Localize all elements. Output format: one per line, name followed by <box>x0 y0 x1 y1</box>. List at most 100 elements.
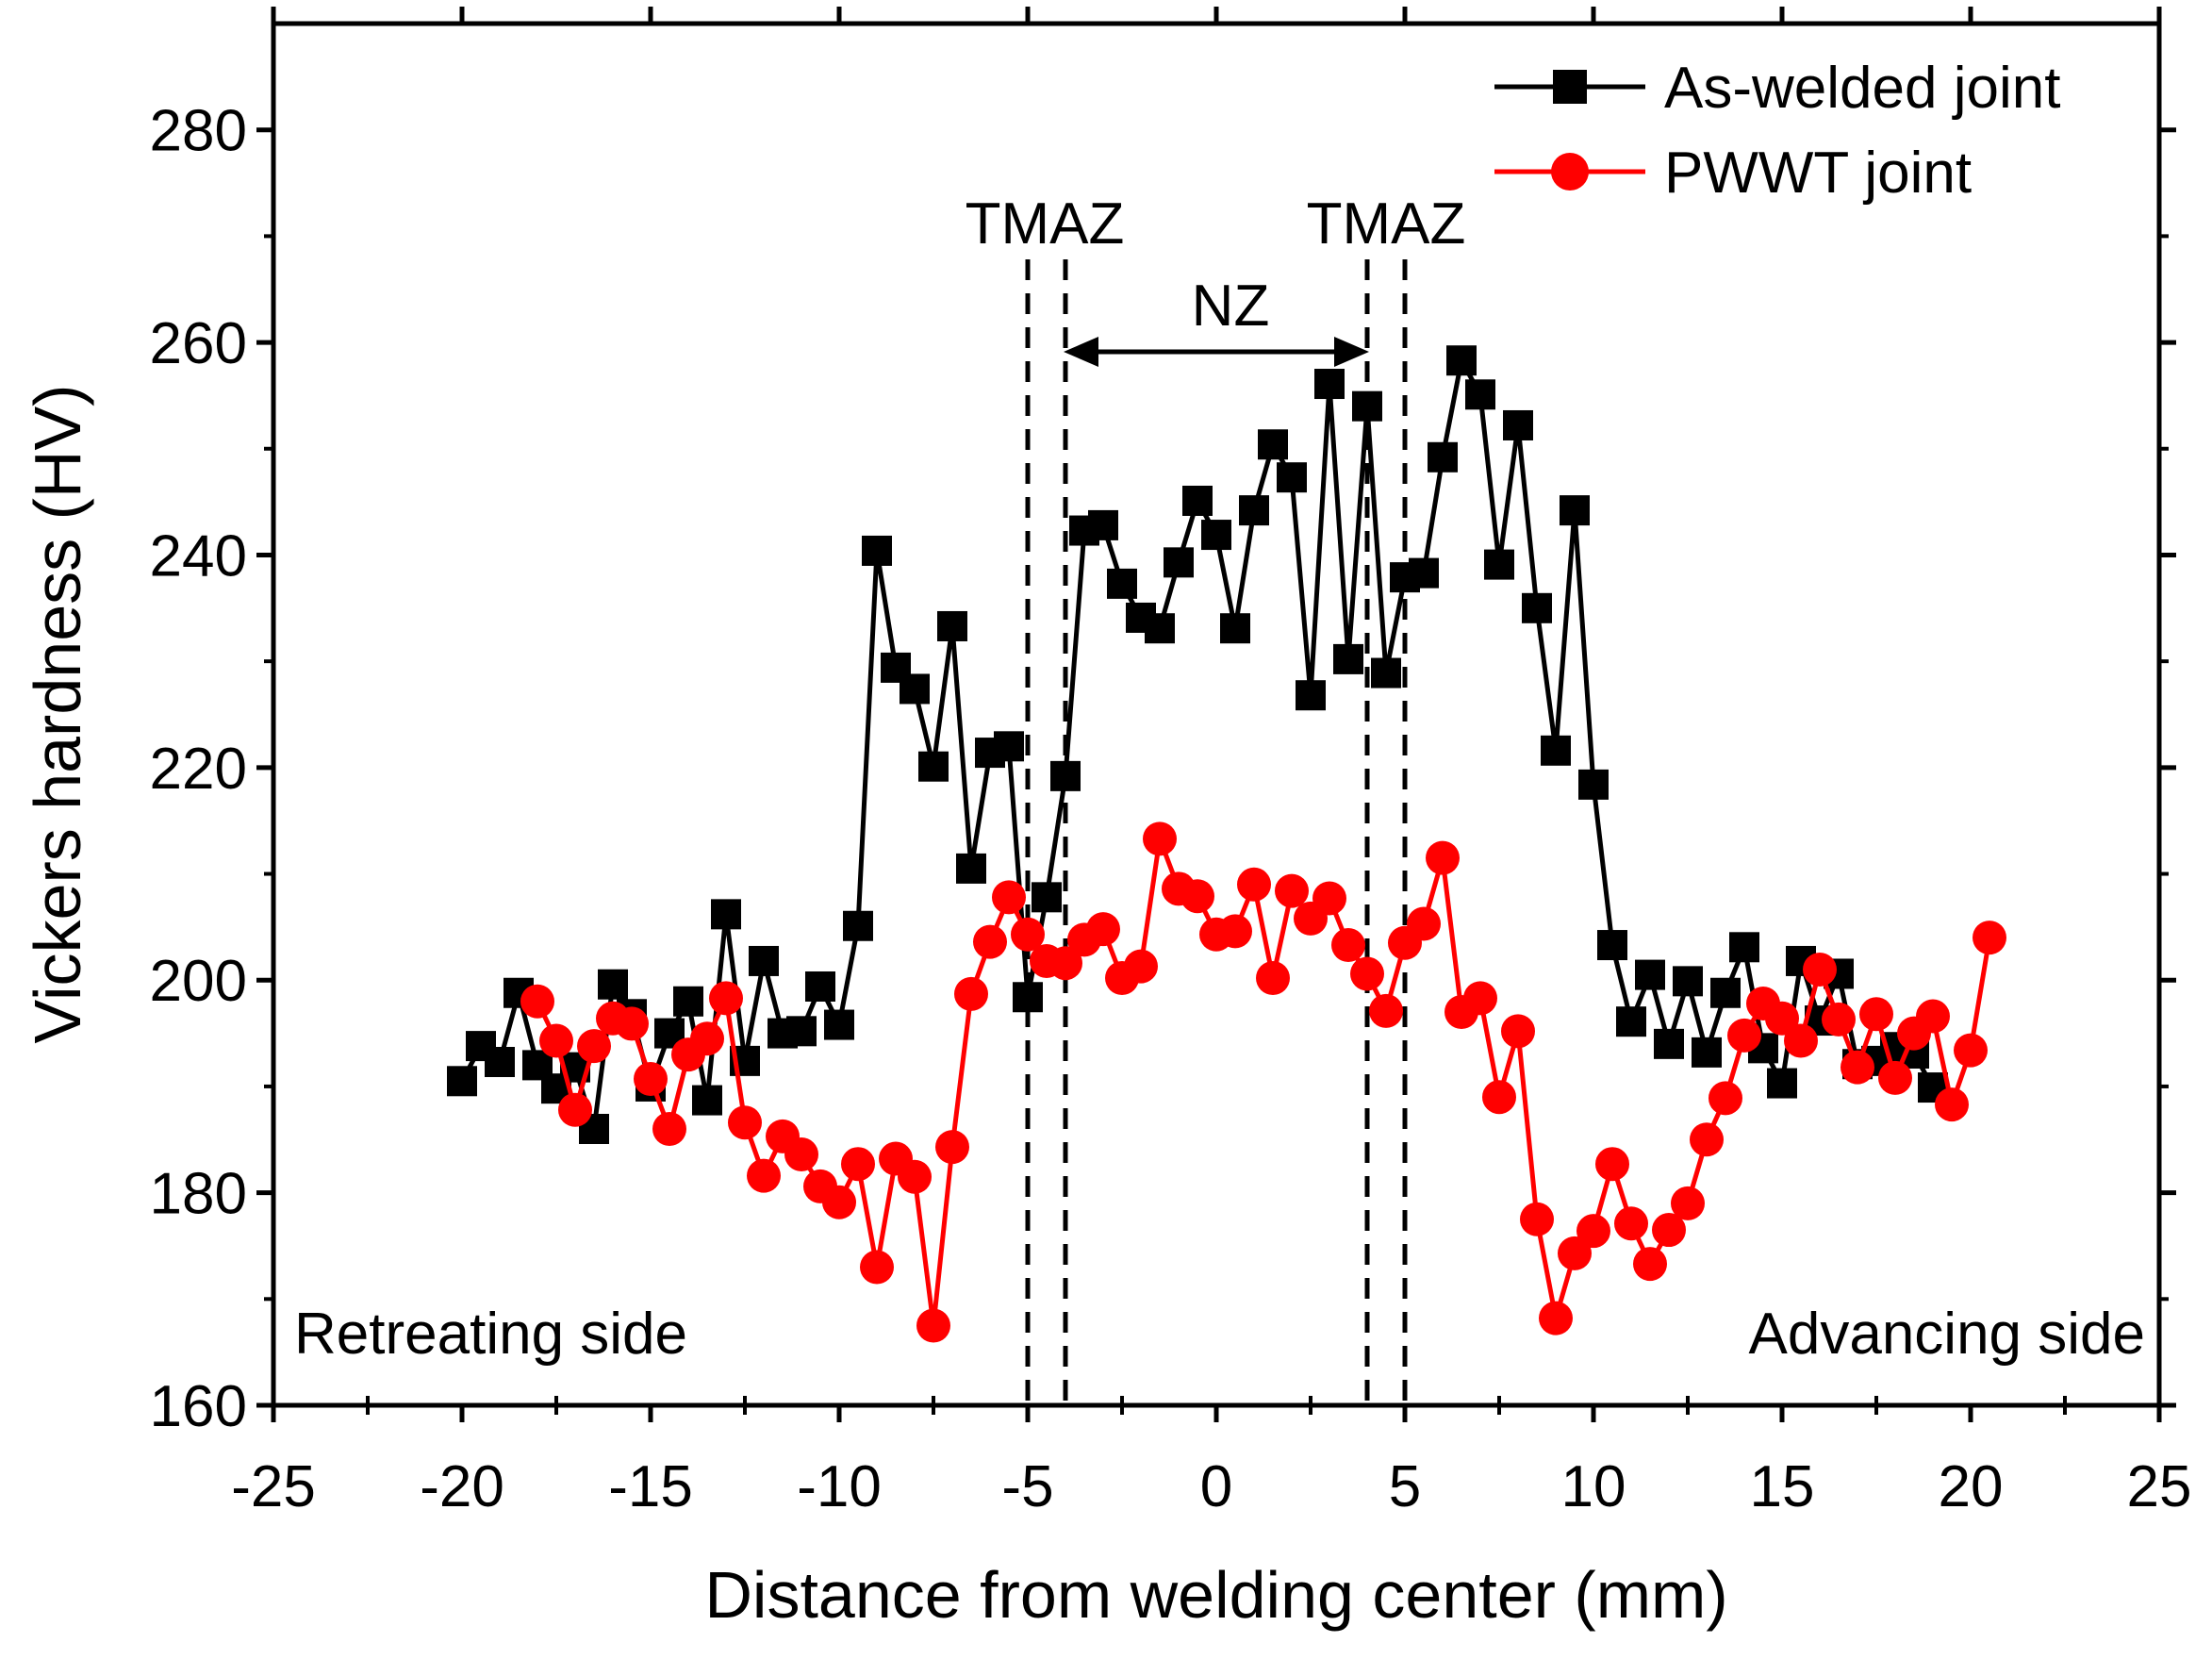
data-point-pwwt <box>860 1250 894 1285</box>
data-point-as-welded <box>1182 485 1213 516</box>
data-point-as-welded <box>900 673 930 705</box>
data-point-as-welded <box>598 969 628 1000</box>
plot-frame <box>271 21 2162 1408</box>
legend: As-welded joint PWWT joint <box>1494 56 2060 206</box>
data-point-pwwt <box>1878 1060 1912 1095</box>
data-point-pwwt <box>1237 867 1271 902</box>
legend-entry-as-welded: As-welded joint <box>1494 56 2060 121</box>
data-point-as-welded <box>1296 680 1326 711</box>
data-point-pwwt <box>916 1308 950 1343</box>
data-point-pwwt <box>615 1006 649 1041</box>
data-point-as-welded <box>1484 549 1514 580</box>
data-point-as-welded <box>994 731 1024 762</box>
data-point-pwwt <box>1256 960 1290 995</box>
data-point-pwwt <box>520 984 554 1019</box>
data-point-as-welded <box>1258 429 1288 460</box>
data-point-pwwt <box>558 1092 592 1127</box>
y-tick-label: 280 <box>150 99 247 164</box>
data-point-pwwt <box>1312 881 1346 916</box>
data-point-as-welded <box>1767 1068 1797 1099</box>
legend-entry-pwwt: PWWT joint <box>1494 141 1972 206</box>
data-point-pwwt <box>1143 821 1177 856</box>
x-axis-title: Distance from welding center (mm) <box>704 1558 1727 1632</box>
reference-lines <box>1025 259 1408 1405</box>
data-point-pwwt <box>1558 1236 1592 1270</box>
data-point-pwwt <box>1086 912 1120 947</box>
data-point-pwwt <box>992 880 1026 915</box>
data-point-pwwt <box>1520 1202 1554 1236</box>
data-point-as-welded <box>673 986 703 1017</box>
data-point-pwwt <box>634 1062 668 1097</box>
x-tick-label: 10 <box>1561 1454 1626 1519</box>
y-tick-label: 220 <box>150 737 247 802</box>
data-point-pwwt <box>577 1029 611 1064</box>
data-point-pwwt <box>1048 946 1082 981</box>
data-point-pwwt <box>1426 840 1460 875</box>
tmaz-right-label: TMAZ <box>1307 191 1466 257</box>
data-point-as-welded <box>1428 441 1458 473</box>
data-point-pwwt <box>1275 873 1309 908</box>
data-point-pwwt <box>822 1185 856 1219</box>
data-point-as-welded <box>1050 760 1081 791</box>
data-point-as-welded <box>1522 592 1552 623</box>
data-point-pwwt <box>1501 1014 1535 1049</box>
advancing-side-label: Advancing side <box>1749 1302 2146 1367</box>
data-point-pwwt <box>728 1105 762 1140</box>
data-point-as-welded <box>1088 509 1118 540</box>
data-point-pwwt <box>1973 921 2006 955</box>
data-point-as-welded <box>1446 345 1477 376</box>
data-point-pwwt <box>1709 1081 1742 1116</box>
data-point-as-welded <box>1239 495 1269 526</box>
data-point-pwwt <box>1727 1018 1761 1053</box>
data-point-pwwt <box>1690 1122 1724 1157</box>
data-point-as-welded <box>1371 657 1401 688</box>
y-tick-label: 180 <box>150 1162 247 1227</box>
data-point-as-welded <box>1616 1006 1646 1037</box>
data-point-as-welded <box>1710 977 1741 1008</box>
x-tick-label: 0 <box>1200 1454 1232 1519</box>
data-point-pwwt <box>690 1021 724 1056</box>
x-tick-label: 5 <box>1389 1454 1421 1519</box>
data-point-pwwt <box>1407 906 1441 941</box>
data-point-pwwt <box>1859 997 1893 1032</box>
data-point-as-welded <box>1578 769 1609 800</box>
x-tick-label: 15 <box>1750 1454 1815 1519</box>
data-point-pwwt <box>1180 879 1214 914</box>
y-tick-label: 240 <box>150 523 247 589</box>
data-point-pwwt <box>954 976 988 1011</box>
nz-double-arrow <box>1064 337 1369 367</box>
data-point-as-welded <box>1032 882 1062 913</box>
retreating-side-label: Retreating side <box>294 1302 687 1367</box>
data-point-as-welded <box>918 751 949 782</box>
data-point-pwwt <box>1482 1080 1516 1115</box>
data-point-as-welded <box>1560 495 1590 526</box>
data-point-pwwt <box>1218 914 1252 949</box>
x-tick-label: -10 <box>797 1454 882 1519</box>
x-tick-label: 20 <box>1939 1454 2004 1519</box>
data-point-as-welded <box>749 945 779 976</box>
data-point-pwwt <box>1822 1002 1856 1037</box>
x-tick-label: -25 <box>231 1454 316 1519</box>
data-point-as-welded <box>1654 1028 1684 1059</box>
data-point-pwwt <box>841 1147 875 1182</box>
x-tick-label: -5 <box>1001 1454 1053 1519</box>
data-point-pwwt <box>1124 949 1158 984</box>
data-point-as-welded <box>1107 568 1137 599</box>
data-point-as-welded <box>1201 520 1231 551</box>
data-point-as-welded <box>447 1066 477 1097</box>
data-point-pwwt <box>652 1112 686 1146</box>
data-point-pwwt <box>784 1137 818 1172</box>
data-point-as-welded <box>1314 369 1345 400</box>
ticks: -25 -20 -15 -10 -5 0 5 10 15 20 25 160 180 200 220 240 2… <box>150 7 2191 1519</box>
series-layer <box>447 345 2006 1343</box>
data-point-as-welded <box>1013 982 1043 1013</box>
data-point-as-welded <box>937 610 967 641</box>
data-point-pwwt <box>1369 993 1403 1028</box>
data-point-pwwt <box>1954 1033 1988 1068</box>
data-point-pwwt <box>1633 1247 1667 1282</box>
data-point-as-welded <box>1597 930 1627 961</box>
data-point-pwwt <box>935 1130 969 1165</box>
data-point-as-welded <box>1729 932 1759 963</box>
data-point-pwwt <box>1916 999 1950 1034</box>
